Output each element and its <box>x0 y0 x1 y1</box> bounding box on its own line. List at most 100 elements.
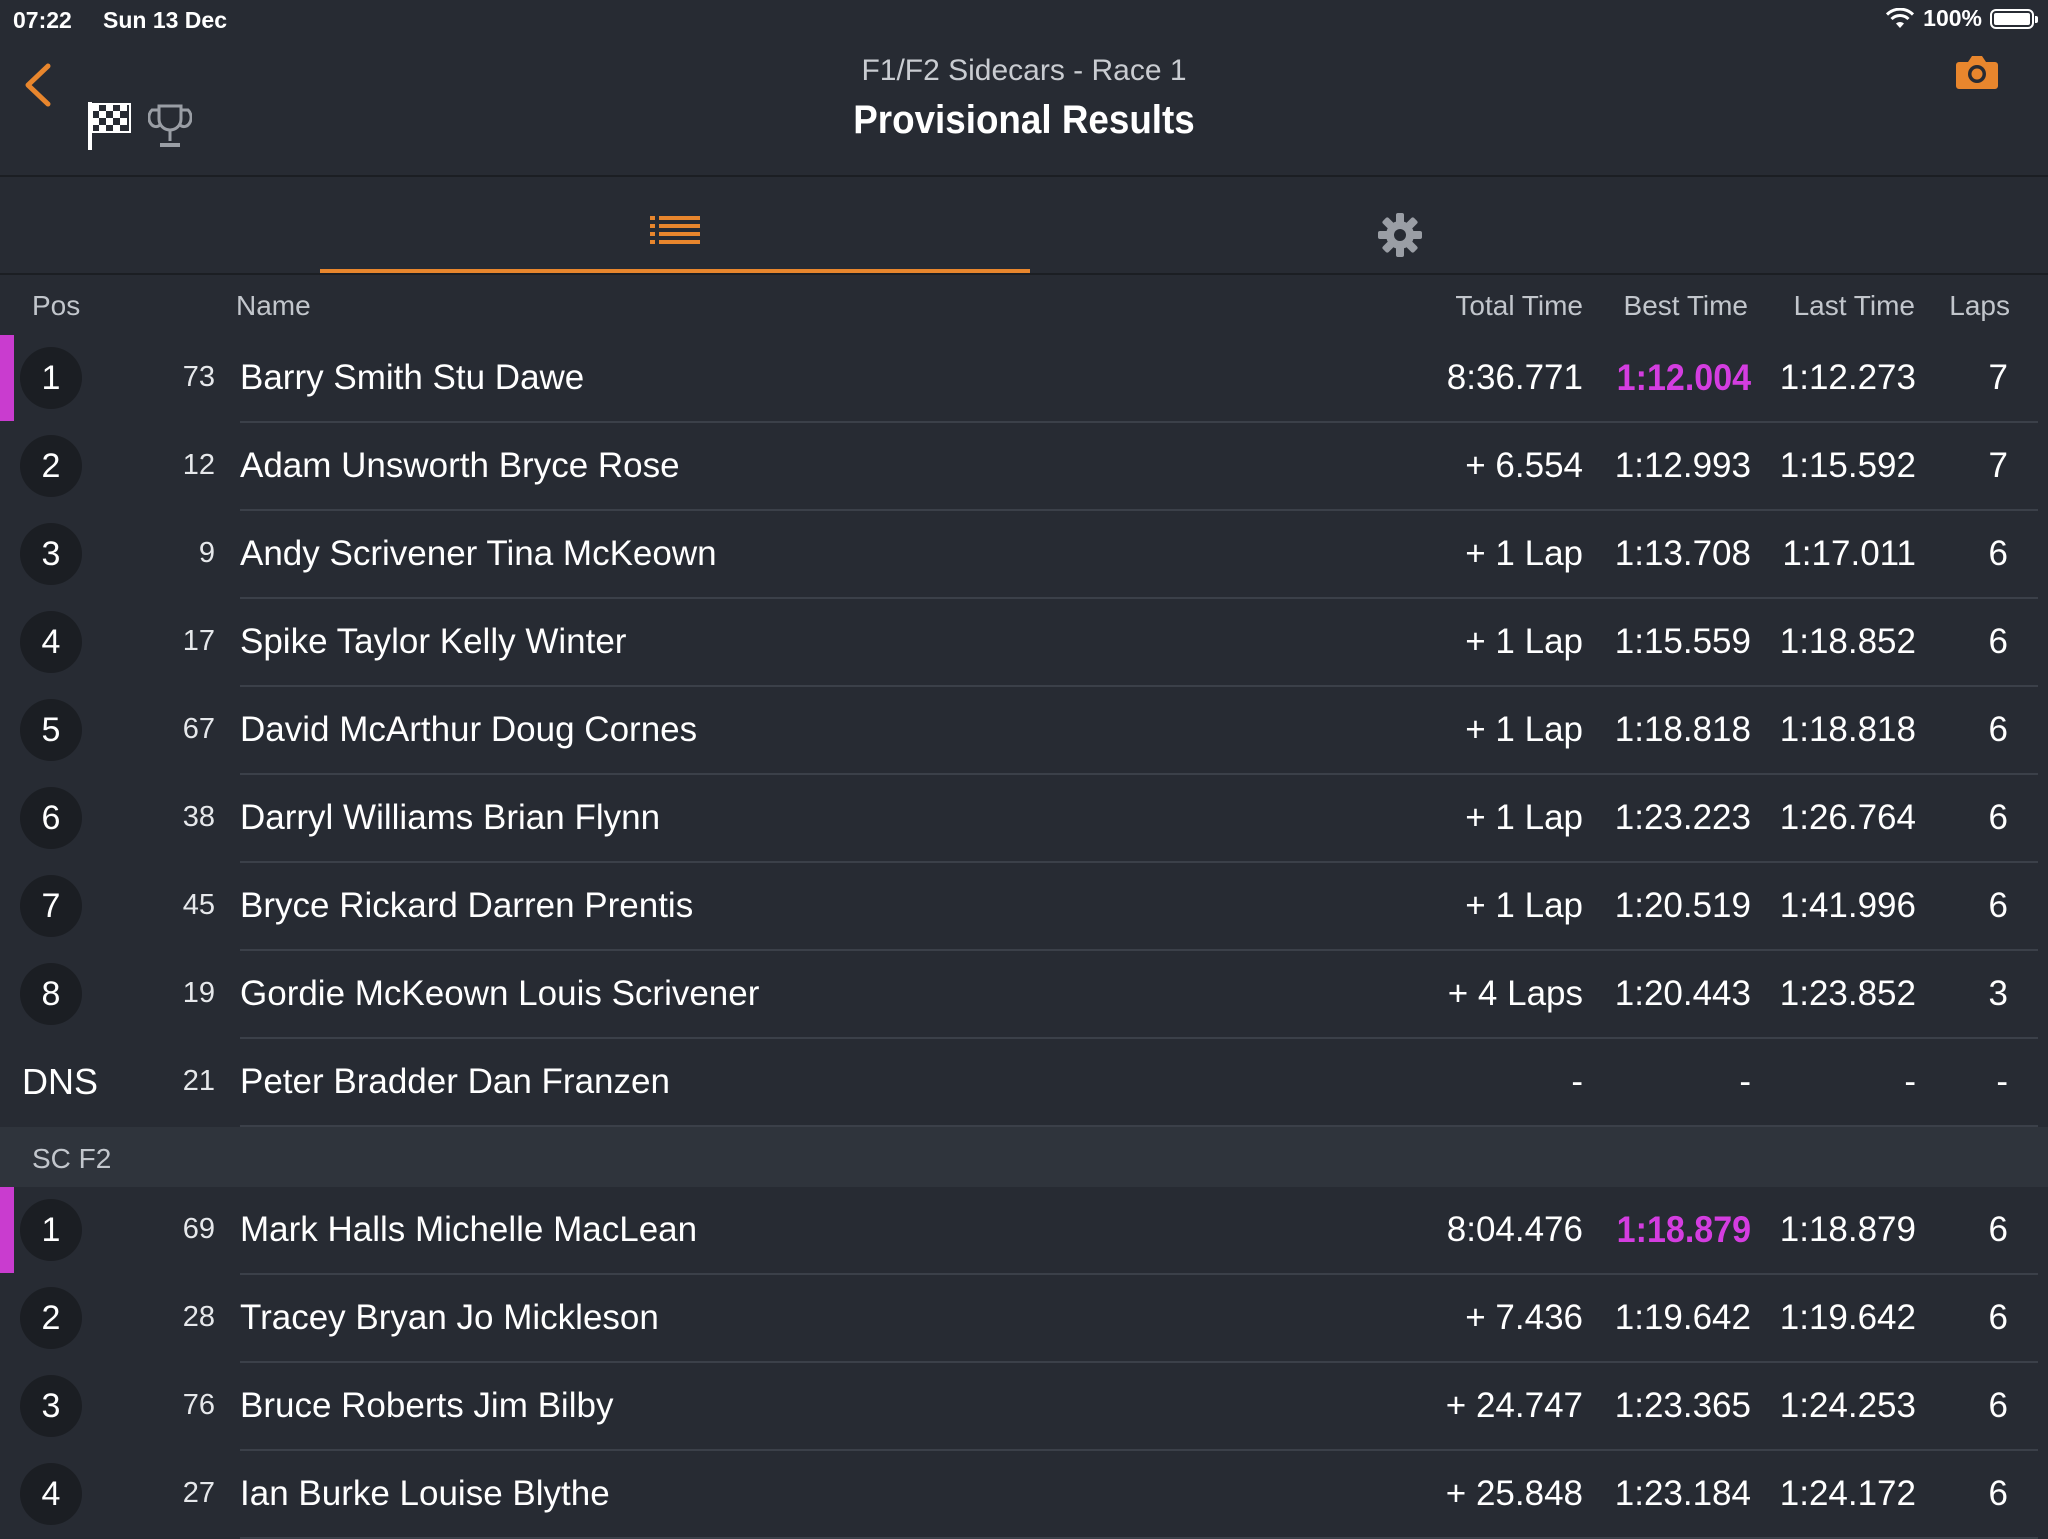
table-row[interactable]: 4 27 Ian Burke Louise Blythe + 25.848 1:23.1… <box>0 1451 2048 1539</box>
best-time: 1:18.879 <box>1616 1209 1751 1250</box>
nav-header: F1/F2 Sidecars - Race 1 Provisional Resu… <box>0 40 2048 177</box>
best-time: 1:13.708 <box>1614 534 1751 573</box>
total-time: + 1 Lap <box>1465 534 1583 573</box>
total-time: + 7.436 <box>1465 1298 1583 1337</box>
car-number: 19 <box>182 977 215 1009</box>
table-row[interactable]: 5 67 David McArthur Doug Cornes + 1 Lap 1:18… <box>0 687 2048 775</box>
table-row[interactable]: 3 9 Andy Scrivener Tina McKeown + 1 Lap 1:13… <box>0 511 2048 599</box>
status-right: 100% <box>1885 5 2038 32</box>
col-pos: Pos <box>32 290 81 321</box>
col-total-time: Total Time <box>1455 290 1583 321</box>
back-chevron-icon[interactable] <box>18 60 58 110</box>
col-last-time: Last Time <box>1793 290 1915 321</box>
car-number: 27 <box>182 1477 215 1509</box>
last-time: 1:18.818 <box>1779 710 1916 749</box>
car-number: 28 <box>182 1301 215 1333</box>
col-name: Name <box>236 290 311 321</box>
rider-names: Bruce Roberts Jim Bilby <box>240 1386 614 1425</box>
fastest-lap-marker <box>0 1187 14 1273</box>
lap-count: 6 <box>1988 798 2008 837</box>
best-time: - <box>1739 1062 1751 1101</box>
position-badge: 3 <box>20 1375 82 1437</box>
table-row[interactable]: 2 28 Tracey Bryan Jo Mickleson + 7.436 1:19.… <box>0 1275 2048 1363</box>
col-laps: Laps <box>1949 290 2010 321</box>
table-row[interactable]: 6 38 Darryl Williams Brian Flynn + 1 Lap 1:2… <box>0 775 2048 863</box>
car-number: 9 <box>198 537 215 569</box>
rider-names: Andy Scrivener Tina McKeown <box>240 534 717 573</box>
table-row[interactable]: 1 73 Barry Smith Stu Dawe 8:36.771 1:12.004 1… <box>0 335 2048 423</box>
wifi-icon <box>1886 7 1915 28</box>
lap-count: 6 <box>1988 622 2008 661</box>
best-time: 1:23.223 <box>1614 798 1751 837</box>
last-time: 1:26.764 <box>1779 798 1916 837</box>
car-number: 21 <box>182 1065 215 1097</box>
section-header: SC F2 <box>0 1127 2048 1187</box>
rider-names: Adam Unsworth Bryce Rose <box>240 446 680 485</box>
lap-count: 6 <box>1988 886 2008 925</box>
rider-names: Bryce Rickard Darren Prentis <box>240 886 694 925</box>
lap-count: 7 <box>1988 358 2008 397</box>
last-time: 1:19.642 <box>1779 1298 1916 1337</box>
car-number: 17 <box>182 625 215 657</box>
total-time: + 6.554 <box>1465 446 1583 485</box>
total-time: 8:04.476 <box>1446 1210 1583 1249</box>
tab-results-list[interactable] <box>320 177 1030 273</box>
table-row[interactable]: 4 17 Spike Taylor Kelly Winter + 1 Lap 1:15.… <box>0 599 2048 687</box>
car-number: 45 <box>182 889 215 921</box>
last-time: - <box>1904 1062 1916 1101</box>
table-row[interactable]: 1 69 Mark Halls Michelle MacLean 8:04.476 1:… <box>0 1187 2048 1275</box>
lap-count: 7 <box>1988 446 2008 485</box>
column-headers: Pos Name Total Time Best Time Last Time … <box>0 275 2048 335</box>
table-row[interactable]: 3 76 Bruce Roberts Jim Bilby + 24.747 1:23.3… <box>0 1363 2048 1451</box>
tab-bar <box>0 177 2048 275</box>
best-time: 1:12.993 <box>1614 446 1751 485</box>
table-row[interactable]: 7 45 Bryce Rickard Darren Prentis + 1 Lap 1:… <box>0 863 2048 951</box>
tab-settings[interactable] <box>1045 177 1755 273</box>
battery-percent: 100% <box>1923 5 1982 31</box>
fastest-lap-marker <box>0 335 14 421</box>
total-time: + 1 Lap <box>1465 886 1583 925</box>
best-time: 1:15.559 <box>1614 622 1751 661</box>
rider-names: Peter Bradder Dan Franzen <box>240 1062 670 1101</box>
car-number: 38 <box>182 801 215 833</box>
status-time: 07:22 <box>13 7 72 33</box>
trophy-icon[interactable] <box>148 103 192 149</box>
table-row[interactable]: 2 12 Adam Unsworth Bryce Rose + 6.554 1:12.9… <box>0 423 2048 511</box>
status-date: Sun 13 Dec <box>103 7 227 33</box>
car-number: 12 <box>182 449 215 481</box>
position-badge: 8 <box>20 963 82 1025</box>
table-row[interactable]: DNS 21 Peter Bradder Dan Franzen - - - - <box>0 1039 2048 1127</box>
col-best-time: Best Time <box>1623 290 1748 321</box>
checkered-flag-icon[interactable] <box>86 100 132 152</box>
best-time: 1:18.818 <box>1614 710 1751 749</box>
battery-icon <box>1990 8 2038 29</box>
best-time: 1:23.184 <box>1614 1474 1751 1513</box>
last-time: 1:23.852 <box>1779 974 1916 1013</box>
best-time: 1:20.443 <box>1614 974 1751 1013</box>
table-row[interactable]: 8 19 Gordie McKeown Louis Scrivener + 4 Lap… <box>0 951 2048 1039</box>
rider-names: Ian Burke Louise Blythe <box>240 1474 610 1513</box>
best-time: 1:23.365 <box>1614 1386 1751 1425</box>
position-badge: 3 <box>20 523 82 585</box>
last-time: 1:24.172 <box>1779 1474 1916 1513</box>
position-badge: 7 <box>20 875 82 937</box>
lap-count: 6 <box>1988 1474 2008 1513</box>
best-time: 1:20.519 <box>1614 886 1751 925</box>
position-badge: 1 <box>20 347 82 409</box>
page-title: Provisional Results <box>853 98 1195 142</box>
results-table: 1 73 Barry Smith Stu Dawe 8:36.771 1:12.004 1… <box>0 335 2048 1539</box>
total-time: + 1 Lap <box>1465 622 1583 661</box>
lap-count: 3 <box>1988 974 2008 1013</box>
total-time: 8:36.771 <box>1446 358 1583 397</box>
last-time: 1:41.996 <box>1779 886 1916 925</box>
position-badge: 4 <box>20 611 82 673</box>
last-time: 1:24.253 <box>1779 1386 1916 1425</box>
race-subtitle: F1/F2 Sidecars - Race 1 <box>861 54 1187 87</box>
best-time: 1:19.642 <box>1614 1298 1751 1337</box>
total-time: + 1 Lap <box>1465 710 1583 749</box>
position-badge: 2 <box>20 435 82 497</box>
last-time: 1:12.273 <box>1779 358 1916 397</box>
camera-icon[interactable] <box>1955 54 1999 90</box>
rider-names: Spike Taylor Kelly Winter <box>240 622 627 661</box>
last-time: 1:15.592 <box>1779 446 1916 485</box>
